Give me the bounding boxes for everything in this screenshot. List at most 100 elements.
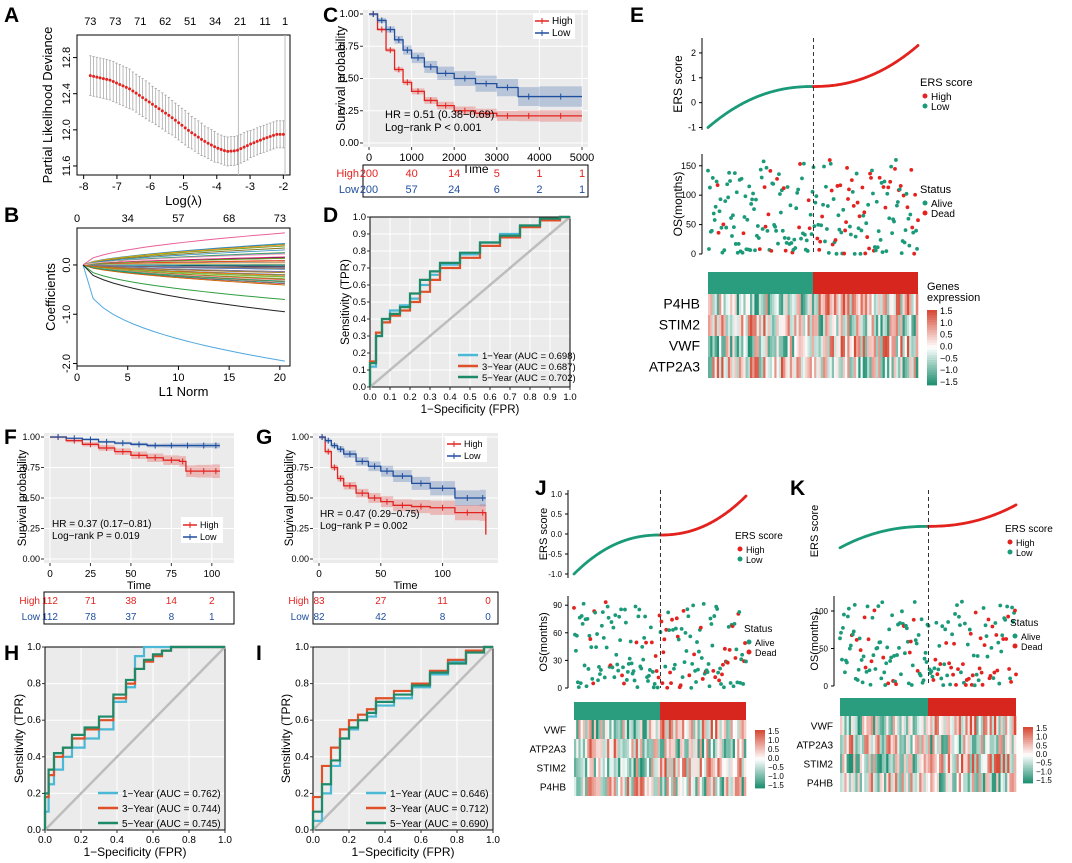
heatmap-cell (838, 336, 841, 357)
color-scale-segment (1023, 745, 1033, 748)
heatmap-cell (811, 315, 815, 336)
heatmap-cell (882, 336, 886, 357)
heatmap-cell (809, 336, 813, 357)
os-status-point (871, 191, 875, 196)
expression-heatmap (574, 720, 747, 796)
heatmap-cell (853, 315, 857, 336)
heatmap-cell (582, 739, 586, 758)
os-status-point (906, 681, 911, 686)
color-scale-label: 0.0 (940, 342, 953, 352)
heatmap-cell (761, 315, 764, 336)
deviance-point (114, 81, 118, 85)
color-scale-segment (1023, 762, 1033, 765)
os-status-point (726, 195, 731, 200)
heatmap-cell (820, 315, 824, 336)
color-scale-segment (1023, 756, 1033, 760)
deviance-point (131, 89, 135, 93)
os-status-point (795, 190, 800, 195)
heatmap-cell (708, 315, 711, 336)
heatmap-cell (741, 294, 744, 315)
heatmap-cell (831, 357, 835, 378)
os-status-point (932, 666, 937, 671)
os-status-point (744, 659, 748, 664)
legend-label: Alive (755, 638, 775, 648)
deviance-point (272, 133, 276, 137)
os-status-point (713, 675, 718, 680)
heatmap-cell (848, 754, 852, 773)
os-status-point (637, 607, 642, 612)
y-axis-title: Survival probability (284, 449, 296, 546)
y-tick-label: 0.0 (353, 382, 366, 393)
coefficient-path-black (82, 264, 285, 313)
heatmap-cell (747, 336, 751, 357)
os-status-point (905, 639, 910, 644)
y-tick-label: 0.5 (551, 510, 563, 519)
risk-table-group: High (336, 168, 359, 180)
panel-letter-K: K (790, 477, 805, 500)
os-status-point (855, 200, 860, 205)
heatmap-cell (714, 357, 718, 378)
heatmap-cell (695, 777, 698, 796)
heatmap-cell (655, 777, 659, 796)
heatmap-cell (1000, 754, 1004, 773)
os-status-point (615, 662, 620, 667)
os-status-point (963, 683, 968, 687)
heatmap-cell (838, 315, 841, 336)
heatmap-cell (1013, 754, 1017, 773)
heatmap-cell (963, 716, 966, 735)
color-scale-segment (755, 772, 765, 775)
os-status-point (993, 621, 998, 625)
color-scale-segment (755, 774, 765, 777)
y-tick-label: 150 (681, 161, 696, 171)
os-status-point (572, 605, 576, 610)
heatmap-cell (609, 758, 612, 777)
os-status-point (816, 222, 821, 227)
os-status-point (996, 640, 1001, 645)
heatmap-cell (662, 720, 665, 739)
heatmap-cell (909, 315, 912, 336)
heatmap-cell (941, 716, 944, 735)
deviance-point (170, 116, 174, 120)
os-status-point (986, 617, 991, 622)
x-tick-label: 0.4 (110, 835, 124, 846)
os-status-point (733, 656, 738, 660)
heatmap-cell (954, 754, 957, 773)
y-tick-label: 0.50 (291, 493, 309, 503)
legend-box (445, 436, 487, 462)
heatmap-cell (945, 773, 949, 792)
top-count-label: 62 (159, 16, 171, 28)
heatmap-cell (607, 758, 610, 777)
deviance-point (157, 107, 161, 111)
os-status-point (758, 167, 763, 172)
os-status-point (679, 626, 684, 631)
heatmap-cell (635, 758, 639, 777)
heatmap-cell (666, 720, 670, 739)
heatmap-cell (987, 716, 990, 735)
os-status-point (590, 676, 595, 681)
os-status-point (618, 638, 623, 643)
os-status-point (948, 682, 953, 687)
os-status-point (862, 210, 867, 215)
heatmap-cell (734, 294, 738, 315)
x-axis-title: Time (462, 162, 489, 176)
heatmap-cell (945, 754, 949, 773)
heatmap-cell (884, 357, 888, 378)
os-status-point (576, 685, 581, 690)
os-status-point (764, 165, 769, 170)
heatmap-cell (882, 315, 886, 336)
x-tick-label: 3000 (485, 152, 509, 164)
heatmap-cell (1011, 773, 1015, 792)
risk-table-count: 5 (494, 168, 500, 180)
heatmap-cell (631, 758, 634, 777)
heatmap-cell (807, 315, 810, 336)
color-scale-segment (927, 370, 937, 373)
heatmap-cell (829, 357, 833, 378)
deviance-point (255, 139, 259, 143)
heatmap-cell (671, 777, 674, 796)
heatmap-cell (743, 739, 747, 758)
heatmap-cell (664, 758, 667, 777)
x-tick-label: 0.2 (403, 392, 416, 403)
os-status-point (870, 168, 874, 173)
legend-label: Dead (1021, 642, 1043, 652)
heatmap-cell (943, 735, 946, 754)
